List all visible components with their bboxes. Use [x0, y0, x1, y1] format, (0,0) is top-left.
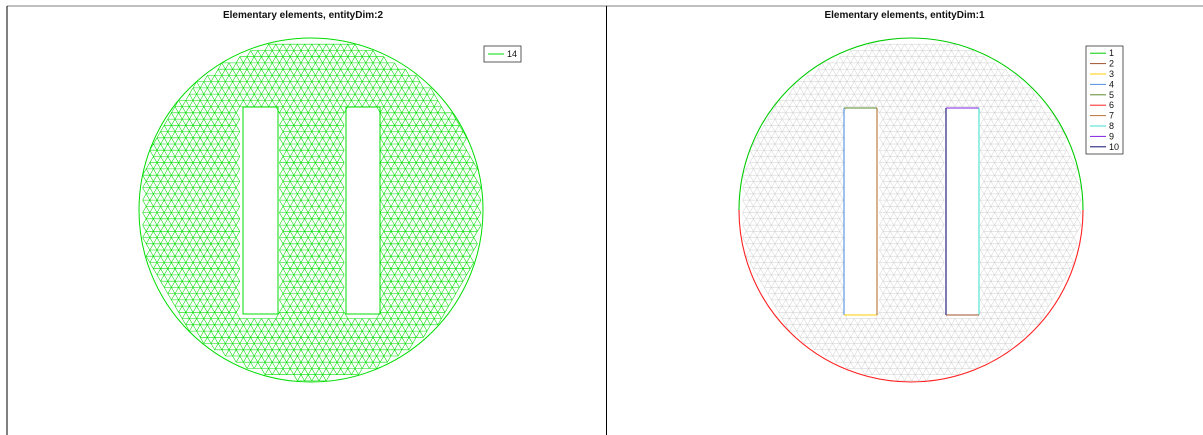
legend-label: 3	[1109, 69, 1114, 79]
legend-label: 10	[1109, 142, 1119, 152]
mesh-edges	[742, 43, 1082, 382]
legend-label: 1	[1109, 48, 1114, 58]
legend-label: 4	[1109, 79, 1114, 89]
mesh-triangles	[742, 43, 1082, 382]
legend-label: 14	[507, 49, 517, 59]
legend-label: 5	[1109, 90, 1114, 100]
legend-label: 7	[1109, 111, 1114, 121]
chart-title: Elementary elements, entityDim:1	[824, 10, 985, 21]
hole-boundary	[242, 106, 279, 315]
mesh-plot-area: 14	[6, 5, 606, 435]
mesh-triangles	[142, 43, 482, 382]
domain-boundary	[138, 37, 484, 383]
legend-box	[1085, 45, 1124, 155]
legend-label: 2	[1109, 59, 1114, 69]
hole-boundary	[345, 106, 381, 315]
boundary-entity-6	[738, 209, 1084, 383]
boundary-entity-1	[738, 37, 1084, 211]
legend-label: 8	[1109, 121, 1114, 131]
legend-label: 9	[1109, 131, 1114, 141]
legend-label: 6	[1109, 100, 1114, 110]
mesh-edges	[142, 43, 482, 382]
chart-title: Elementary elements, entityDim:2	[222, 10, 384, 21]
plot-panel-entitydim-2: Elementary elements, entityDim:2 14	[6, 5, 606, 435]
